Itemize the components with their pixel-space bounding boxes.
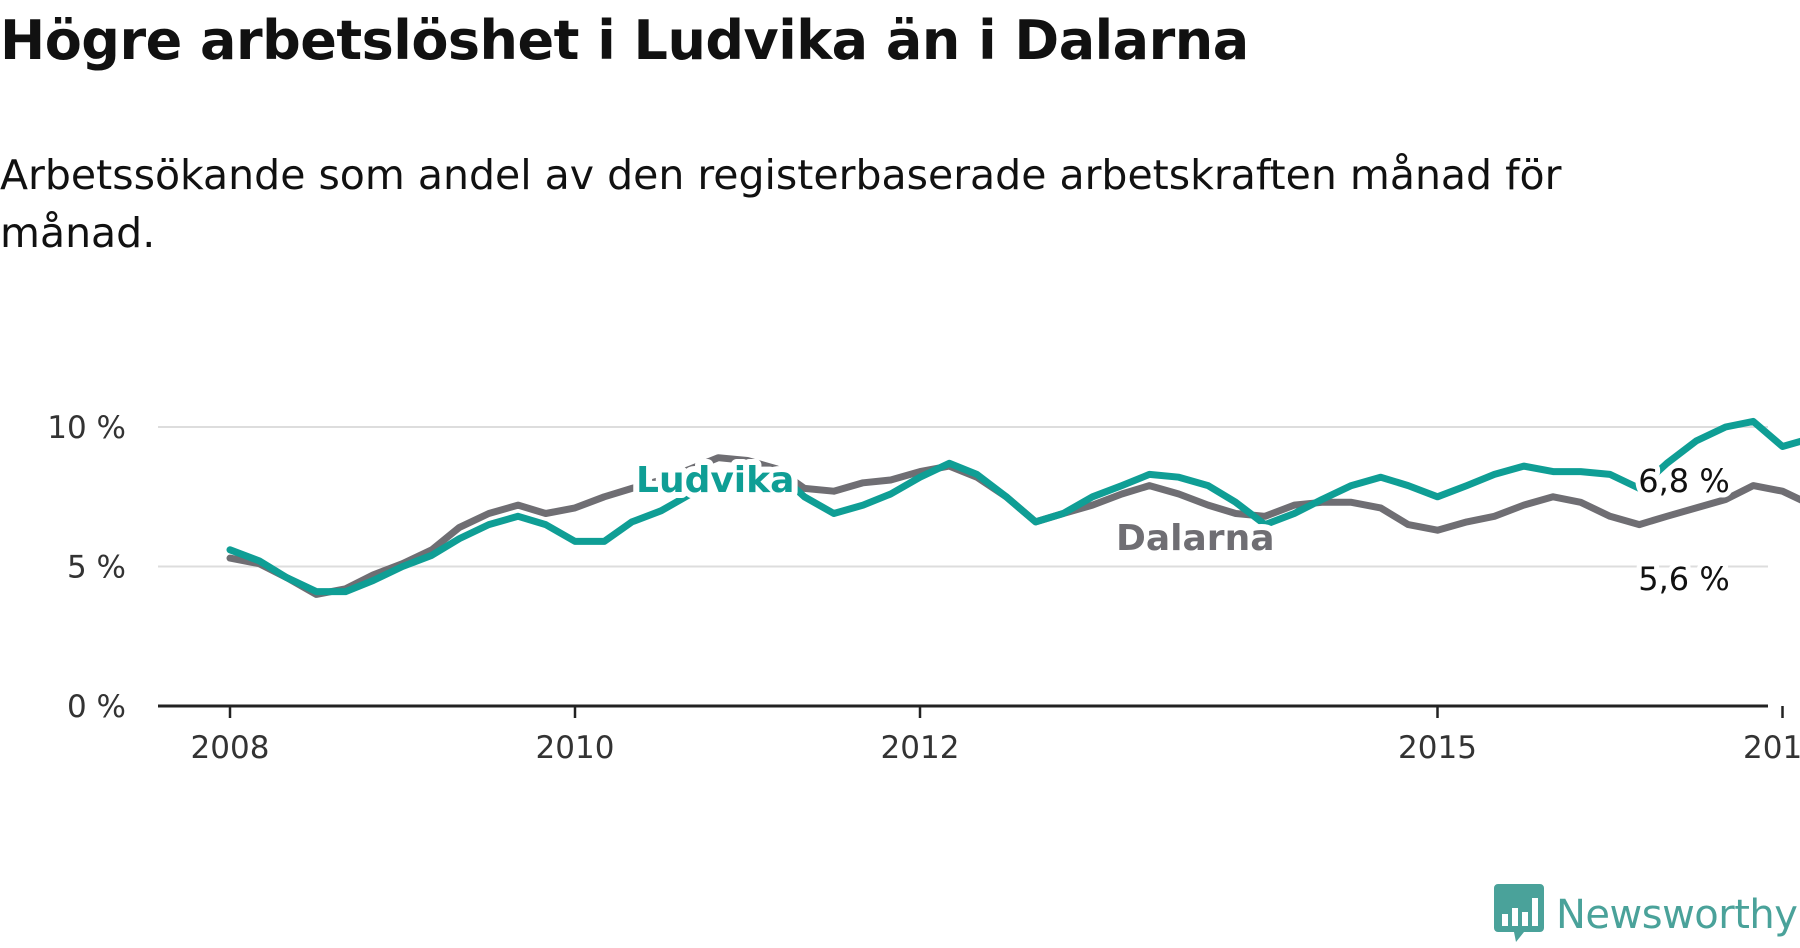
y-tick-label: 0 %	[67, 689, 126, 725]
chart-subtitle: Arbetssökande som andel av den registerb…	[0, 151, 1562, 257]
x-tick-label: 2010	[536, 730, 615, 766]
chart-title: Högre arbetslöshet i Ludvika än i Dalarn…	[0, 9, 1249, 72]
series-line-ludvika	[226, 417, 1800, 596]
series-line-dalarna	[226, 454, 1800, 598]
series-label-halo: Dalarna	[1116, 518, 1274, 559]
x-tick-label: 2012	[881, 730, 960, 766]
end-value-label-dalarna: 5,6 %	[1638, 560, 1729, 598]
brand-name: Newsworthy	[1556, 892, 1798, 938]
y-tick-label: 5 %	[67, 550, 126, 586]
end-value-label-ludvika: 6,8 %	[1638, 462, 1729, 500]
end-value-halo: 5,6 %	[1638, 560, 1729, 598]
x-tick-label: 2015	[1398, 730, 1477, 766]
x-tick-label: 2008	[191, 730, 270, 766]
series-label-dalarna: Dalarna	[1116, 518, 1274, 559]
end-value-halo: 6,8 %	[1638, 462, 1729, 500]
series-label-ludvika: Ludvika	[636, 460, 794, 501]
newsworthy-logo: Newsworthy	[1494, 884, 1798, 946]
series-label-halo: Ludvika	[636, 460, 794, 501]
y-tick-label: 10 %	[47, 410, 126, 446]
bar-chart-icon	[1494, 884, 1544, 946]
x-tick-label: 2017	[1743, 730, 1800, 766]
